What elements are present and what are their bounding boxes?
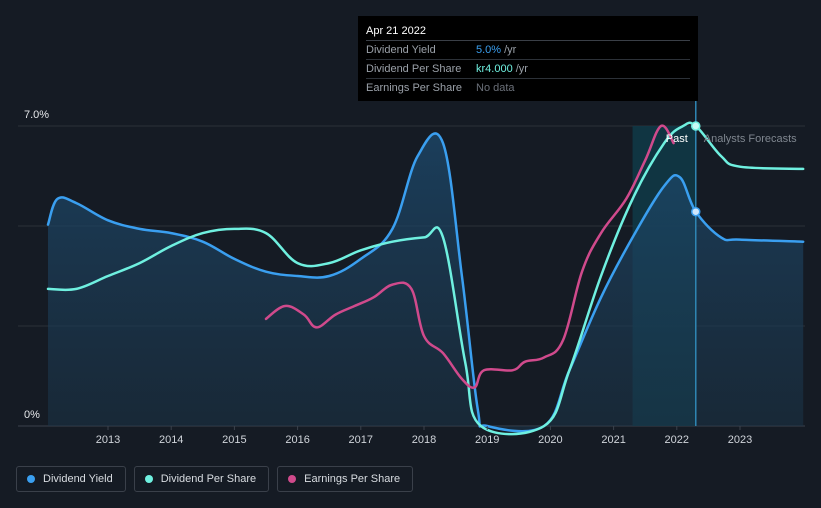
tooltip-label: Dividend Yield bbox=[366, 44, 436, 56]
tooltip-label: Dividend Per Share bbox=[366, 63, 462, 75]
series-fills bbox=[48, 133, 804, 432]
legend-item-dividend-per-share[interactable]: Dividend Per Share bbox=[133, 466, 270, 492]
past-label: Past bbox=[666, 133, 688, 145]
dividend-yield-line bbox=[46, 132, 805, 433]
series-lines bbox=[46, 121, 805, 436]
tooltip-label: Earnings Per Share bbox=[366, 82, 462, 94]
y-axis-labels: 7.0% 0% bbox=[24, 109, 49, 421]
x-tick-label: 2015 bbox=[222, 434, 246, 446]
forecast-label: Analysts Forecasts bbox=[704, 133, 797, 145]
legend-dot-icon bbox=[27, 475, 35, 483]
x-tick-label: 2019 bbox=[475, 434, 499, 446]
legend-dot-icon bbox=[288, 475, 297, 483]
tooltip-value: kr4.000 bbox=[476, 63, 513, 75]
tooltip-value: 5.0% bbox=[476, 44, 502, 56]
tooltip-unit: /yr bbox=[515, 63, 528, 75]
tooltip-value: No data bbox=[476, 82, 515, 94]
legend: Dividend Yield Dividend Per Share Earnin… bbox=[16, 466, 414, 492]
y-label-top: 7.0% bbox=[24, 109, 49, 121]
dividend-per-share-dot bbox=[691, 121, 701, 131]
legend-label: Dividend Yield bbox=[43, 473, 113, 485]
legend-label: Earnings Per Share bbox=[304, 473, 401, 485]
x-tick-label: 2013 bbox=[96, 434, 120, 446]
tooltip-row-earnings-per-share: Earnings Per Share No data bbox=[366, 79, 690, 97]
x-tick-label: 2022 bbox=[665, 434, 689, 446]
legend-item-earnings-per-share[interactable]: Earnings Per Share bbox=[277, 466, 414, 492]
earnings-per-share-line bbox=[264, 124, 675, 389]
dividend-yield-area bbox=[48, 133, 804, 432]
tooltip: Apr 21 2022 Dividend Yield 5.0% /yr Divi… bbox=[358, 16, 698, 101]
dividend-per-share-line bbox=[46, 121, 805, 436]
x-tick-label: 2020 bbox=[538, 434, 562, 446]
highlight-dots bbox=[691, 121, 701, 217]
dividend-yield-dot bbox=[691, 206, 701, 217]
x-tick-label: 2016 bbox=[285, 434, 309, 446]
legend-dot-icon bbox=[144, 475, 153, 483]
tooltip-row-dividend-per-share: Dividend Per Share kr4.000 /yr bbox=[366, 60, 690, 79]
x-tick-label: 2018 bbox=[412, 434, 436, 446]
tooltip-row-dividend-yield: Dividend Yield 5.0% /yr bbox=[366, 41, 690, 60]
tooltip-unit: /yr bbox=[504, 44, 517, 56]
tooltip-date: Apr 21 2022 bbox=[366, 22, 690, 41]
y-label-bottom: 0% bbox=[24, 409, 40, 421]
legend-label: Dividend Per Share bbox=[160, 473, 257, 485]
legend-item-dividend-yield[interactable]: Dividend Yield bbox=[16, 466, 126, 492]
x-tick-label: 2017 bbox=[349, 434, 373, 446]
x-tick-label: 2023 bbox=[728, 434, 752, 446]
x-tick-label: 2021 bbox=[601, 434, 625, 446]
x-tick-label: 2014 bbox=[159, 434, 183, 446]
x-axis-ticks: 2013 2014 2015 2016 2017 2018 2019 2020 2021 2022… bbox=[96, 426, 752, 446]
